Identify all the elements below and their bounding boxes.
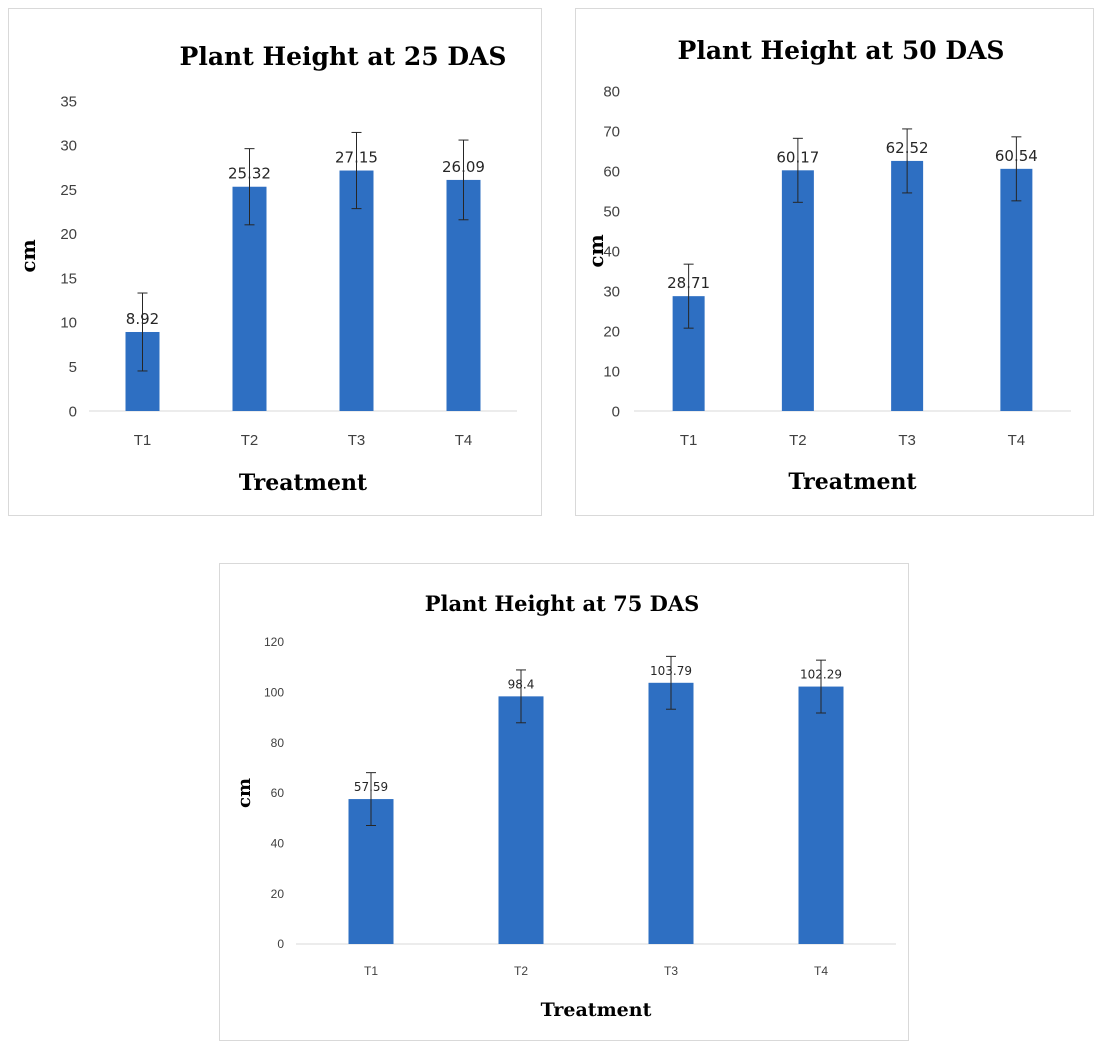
chart-3-y-tick-label: 20 [271,887,285,901]
chart-3-y-tick-label: 120 [264,635,284,649]
chart-3-y-tick-label: 60 [271,786,285,800]
chart-3-y-tick-label: 0 [277,937,284,951]
chart-3-x-tick-label-T1: T1 [364,964,378,978]
chart-3-data-label-T3: 103.79 [650,664,692,678]
chart-2-x-tick-label-T2: T2 [789,432,807,449]
chart-2-y-tick-label: 20 [603,323,620,340]
chart-3-y-tick-label: 80 [271,736,285,750]
chart-2-y-tick-label: 60 [603,163,620,180]
chart-3-y-tick-label: 40 [271,837,285,851]
chart-2-y-tick-label: 30 [603,283,620,300]
chart-2-bar-T3 [891,160,924,411]
chart-2-data-label-T2: 60.17 [776,148,819,166]
chart-1-x-tick-label-T4: T4 [455,432,473,449]
chart-1-y-tick-label: 0 [69,403,77,420]
chart-1-data-label-T1: 8.92 [126,310,159,328]
chart-1-x-tick-label-T3: T3 [348,432,366,449]
chart-2-y-tick-label: 10 [603,363,620,380]
chart-1-y-tick-label: 15 [60,270,77,287]
chart-2-x-tick-label-T3: T3 [898,432,916,449]
chart-3-x-tick-label-T3: T3 [664,964,678,978]
chart-25-das: Plant Height at 25 DAS 0 5 10 15 20 25 30 35 8.92… [16,42,517,496]
chart-3-x-tick-label-T4: T4 [814,964,828,978]
chart-3-data-label-T1: 57.59 [354,780,388,794]
chart-3-x-tick-label-T2: T2 [514,964,528,978]
chart-3-y-tick-label: 100 [264,686,284,700]
chart-3-y-axis-title: cm [234,778,255,808]
chart-panel-50-das: Plant Height at 50 DAS 0 10 20 30 40 50 60 70 80 2… [575,8,1094,516]
chart-3-data-label-T4: 102.29 [800,668,842,682]
chart-2-y-tick-label: 0 [612,403,620,420]
chart-1-x-tick-label-T2: T2 [241,432,259,449]
chart-3-bar-T4 [798,686,844,944]
chart-2-data-label-T4: 60.54 [995,147,1038,165]
chart-2-data-label-T1: 28.71 [667,274,710,292]
chart-2-x-axis-title: Treatment [788,469,917,495]
chart-1-y-tick-label: 35 [60,93,77,110]
chart-2-bar-T2 [781,170,814,411]
chart-1-data-label-T2: 25.32 [228,165,271,183]
chart-1-x-axis-title: Treatment [239,470,368,496]
chart-panel-25-das: Plant Height at 25 DAS 0 5 10 15 20 25 30 35 8.92… [8,8,542,516]
chart-2-x-tick-label-T4: T4 [1008,432,1026,449]
chart-2-y-tick-label: 70 [603,123,620,140]
chart-2-y-axis-title: cm [584,234,608,267]
chart-1-y-tick-label: 20 [60,226,77,243]
chart-3-bar-T2 [498,696,544,944]
chart-75-das: Plant Height at 75 DAS 0 20 40 60 80 100 120 57.… [234,591,896,1021]
chart-3-bar-T3 [648,682,694,944]
chart-1-title: Plant Height at 25 DAS [180,42,507,71]
chart-2-bar-T4 [1000,168,1033,411]
chart-1-y-tick-label: 10 [60,315,77,332]
chart-1-data-label-T3: 27.15 [335,149,378,167]
chart-1-data-label-T4: 26.09 [442,158,485,176]
chart-3-title: Plant Height at 75 DAS [425,591,700,616]
chart-panel-75-das: Plant Height at 75 DAS 0 20 40 60 80 100 120 57.… [219,563,909,1041]
chart-1-y-tick-label: 25 [60,182,77,199]
chart-2-data-label-T3: 62.52 [886,139,929,157]
chart-2-y-tick-label: 80 [603,83,620,100]
chart-1-y-tick-label: 30 [60,138,77,155]
chart-2-title: Plant Height at 50 DAS [678,36,1005,65]
chart-3-x-axis-title: Treatment [541,999,652,1021]
chart-50-das: Plant Height at 50 DAS 0 10 20 30 40 50 60 70 80 2… [584,36,1071,495]
chart-1-y-axis-title: cm [16,239,40,272]
chart-1-x-tick-label-T1: T1 [134,432,152,449]
chart-3-data-label-T2: 98.4 [508,677,535,691]
chart-2-y-tick-label: 50 [603,203,620,220]
chart-2-x-tick-label-T1: T1 [680,432,698,449]
chart-2-y-tick-label: 40 [603,243,620,260]
chart-1-y-tick-label: 5 [69,359,77,376]
chart-1-bar-T3 [339,170,374,411]
